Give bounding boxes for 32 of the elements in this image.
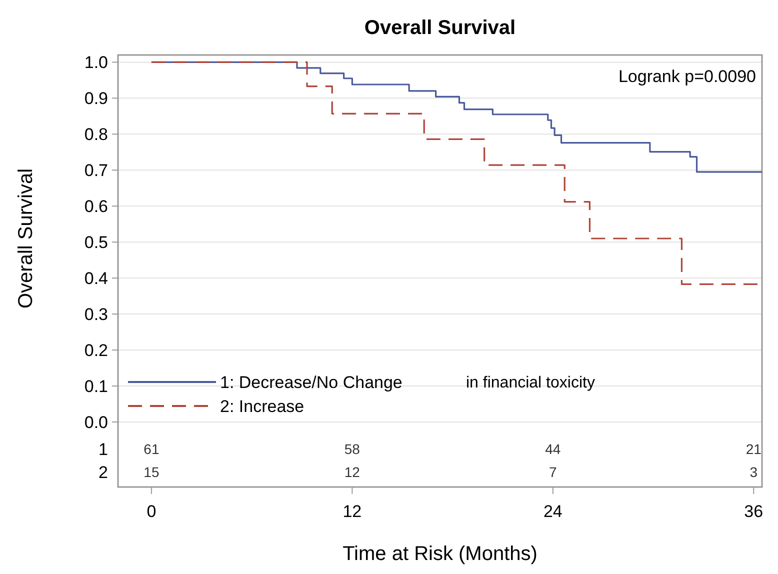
legend-label: 2: Increase: [220, 396, 304, 416]
text: 58: [344, 440, 360, 457]
x-axis-title: Time at Risk (Months): [342, 543, 538, 565]
y-axis-title: Overall Survival: [15, 168, 37, 309]
y-tick-label: 0.4: [84, 269, 108, 288]
text: 12: [344, 464, 360, 480]
y-tick-label: 0.6: [84, 197, 108, 216]
y-tick-label: 0.0: [84, 412, 108, 432]
text: 61: [144, 440, 160, 457]
y-tick-label: 0.9: [84, 89, 108, 108]
y-tick-label: 0.3: [84, 305, 108, 324]
text: 7: [549, 464, 558, 480]
text: 44: [545, 440, 561, 457]
y-tick-label: 1.0: [84, 53, 108, 72]
text: 1: [98, 440, 108, 459]
x-tick-label: 24: [543, 502, 562, 521]
annotation: in financial toxicity: [466, 374, 595, 392]
y-tick-label: 0.2: [84, 340, 108, 360]
chart-title: Overall Survival: [364, 17, 516, 39]
text: 15: [144, 464, 160, 480]
annotation: Logrank p=0.0090: [618, 67, 756, 86]
y-tick-label: 0.1: [84, 376, 108, 396]
y-tick-label: 0.7: [84, 161, 108, 180]
text: 2: [98, 462, 108, 482]
x-tick-label: 0: [146, 502, 156, 521]
x-tick-label: 36: [744, 502, 764, 521]
y-tick-label: 0.5: [84, 233, 108, 252]
y-tick-label: 0.8: [84, 125, 108, 144]
legend-label: 1: Decrease/No Change: [220, 372, 402, 392]
x-tick-label: 12: [342, 502, 362, 521]
text: 21: [746, 440, 762, 457]
text: 3: [750, 464, 758, 480]
